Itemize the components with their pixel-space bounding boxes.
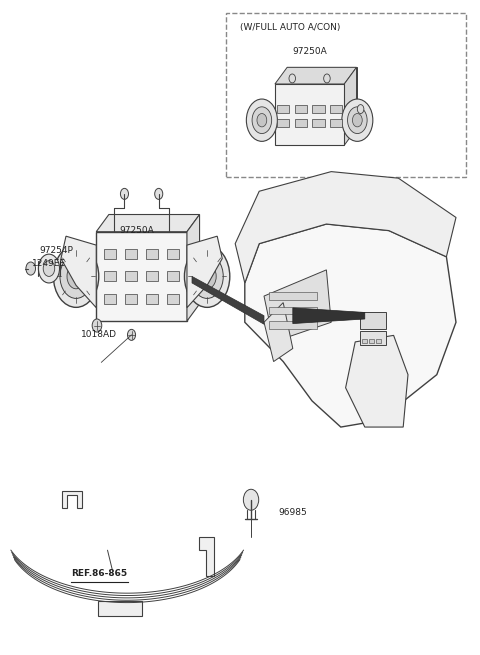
Circle shape xyxy=(289,74,296,83)
Bar xyxy=(104,249,116,259)
Circle shape xyxy=(352,113,362,127)
Circle shape xyxy=(191,254,223,299)
Bar xyxy=(104,271,116,282)
Bar xyxy=(360,331,386,345)
Polygon shape xyxy=(275,84,344,145)
Circle shape xyxy=(198,264,216,289)
Circle shape xyxy=(67,264,85,289)
Bar xyxy=(277,105,289,113)
Bar xyxy=(168,249,180,259)
Bar xyxy=(269,321,317,329)
Bar xyxy=(376,339,381,343)
Polygon shape xyxy=(235,172,456,283)
Circle shape xyxy=(92,319,102,332)
Bar xyxy=(125,294,137,304)
Text: 96985: 96985 xyxy=(278,508,307,517)
Circle shape xyxy=(128,329,135,341)
Circle shape xyxy=(53,246,99,307)
Text: 97254P: 97254P xyxy=(39,246,73,255)
Text: REF.86-865: REF.86-865 xyxy=(71,569,127,578)
Polygon shape xyxy=(187,236,222,308)
Circle shape xyxy=(252,107,272,134)
Text: (W/FULL AUTO A/CON): (W/FULL AUTO A/CON) xyxy=(240,23,340,32)
Bar xyxy=(146,294,158,304)
Bar xyxy=(168,271,180,282)
Polygon shape xyxy=(293,308,365,324)
Circle shape xyxy=(155,189,163,199)
Bar xyxy=(330,105,342,113)
Bar xyxy=(269,292,317,300)
Bar xyxy=(360,312,386,329)
Circle shape xyxy=(324,74,330,83)
Bar xyxy=(369,339,374,343)
Bar xyxy=(125,249,137,259)
Polygon shape xyxy=(346,335,408,427)
Bar xyxy=(98,601,142,616)
Circle shape xyxy=(120,189,129,199)
Bar xyxy=(226,13,466,177)
Polygon shape xyxy=(344,67,357,145)
Polygon shape xyxy=(62,491,82,508)
Polygon shape xyxy=(245,224,456,427)
Circle shape xyxy=(257,113,267,127)
Circle shape xyxy=(60,254,92,299)
Text: 1018AD: 1018AD xyxy=(81,329,117,339)
Polygon shape xyxy=(192,276,264,324)
Polygon shape xyxy=(264,270,331,342)
Bar xyxy=(168,294,180,304)
Bar xyxy=(104,294,116,304)
Text: 97250A: 97250A xyxy=(292,47,327,56)
Bar xyxy=(295,119,307,127)
Circle shape xyxy=(43,261,55,276)
Text: 1249EE: 1249EE xyxy=(32,259,66,268)
Bar xyxy=(125,271,137,282)
Circle shape xyxy=(184,246,230,307)
Bar xyxy=(146,271,158,282)
Circle shape xyxy=(342,99,373,141)
Polygon shape xyxy=(187,215,200,321)
Circle shape xyxy=(357,105,364,113)
Polygon shape xyxy=(96,215,200,232)
Text: 97250A: 97250A xyxy=(120,226,154,235)
Bar xyxy=(277,119,289,127)
Bar xyxy=(330,119,342,127)
Circle shape xyxy=(246,99,277,141)
Polygon shape xyxy=(275,67,357,84)
Circle shape xyxy=(38,254,60,283)
Circle shape xyxy=(26,262,36,275)
Circle shape xyxy=(348,107,367,134)
Polygon shape xyxy=(264,303,293,362)
Circle shape xyxy=(243,489,259,510)
Polygon shape xyxy=(96,232,187,321)
Bar xyxy=(146,249,158,259)
Bar xyxy=(312,119,324,127)
Bar xyxy=(269,307,317,314)
Bar xyxy=(312,105,324,113)
Polygon shape xyxy=(287,67,357,128)
Polygon shape xyxy=(61,236,96,308)
Bar xyxy=(295,105,307,113)
Bar xyxy=(362,339,367,343)
Polygon shape xyxy=(199,537,214,576)
